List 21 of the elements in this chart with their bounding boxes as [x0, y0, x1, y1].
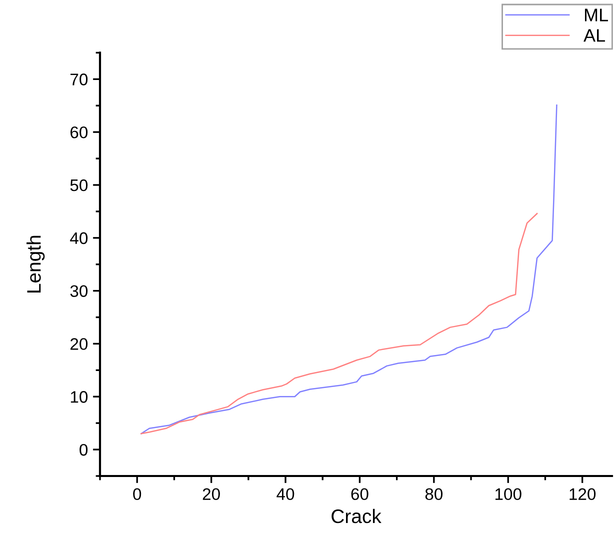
- x-axis-title: Crack: [332, 508, 382, 524]
- x-tick-label: 80: [425, 488, 443, 500]
- x-tick-label: 40: [276, 488, 294, 500]
- legend-label: AL: [584, 29, 605, 42]
- x-tick-label: 20: [202, 488, 220, 500]
- y-tick-label: 20: [70, 338, 88, 350]
- y-tick-label: 50: [70, 179, 88, 192]
- y-tick-label: 0: [80, 444, 88, 456]
- x-tick-label: 100: [495, 488, 522, 500]
- y-tick-label: 30: [70, 285, 88, 298]
- line-series: [140, 104, 558, 434]
- y-tick-label: 40: [70, 232, 88, 244]
- x-tick-label: 0: [133, 488, 142, 500]
- x-tick-label: 120: [570, 488, 596, 500]
- y-tick-label: 70: [70, 74, 88, 86]
- y-tick-label: 60: [70, 126, 88, 138]
- legend-label: ML: [584, 8, 608, 22]
- y-axis-title: Length: [26, 236, 45, 292]
- x-tick-label: 60: [351, 488, 368, 500]
- line-series: [140, 212, 538, 434]
- y-tick-label: 10: [70, 391, 88, 403]
